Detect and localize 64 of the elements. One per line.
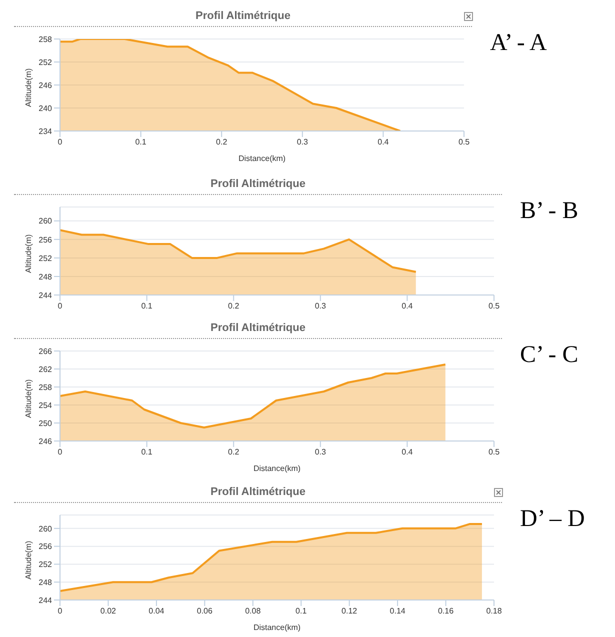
y-tick-label: 262 — [38, 364, 53, 374]
y-tick-label: 244 — [38, 290, 53, 300]
text: B’ - B — [520, 198, 578, 225]
x-tick-label: 0.12 — [342, 606, 358, 616]
x-tick-label: 0.14 — [390, 606, 406, 616]
x-tick-label: 0.5 — [458, 138, 470, 147]
y-tick-label: 244 — [38, 596, 53, 605]
x-tick-label: 0.1 — [141, 302, 153, 311]
x-tick-label: 0.2 — [228, 302, 240, 311]
y-tick-label: 250 — [38, 418, 53, 428]
x-tick-label: 0.3 — [296, 138, 309, 147]
x-tick-label: 0.3 — [314, 302, 327, 311]
text: C’ - C — [520, 342, 578, 369]
y-tick-label: 258 — [38, 34, 53, 44]
x-tick-label: 0.06 — [196, 606, 213, 616]
chart-title: Profil Altimétrique — [210, 177, 306, 192]
x-tick-label: 0.1 — [141, 448, 153, 457]
y-tick-label: 252 — [38, 58, 53, 67]
x-tick-label: 0.2 — [216, 138, 228, 147]
x-tick-label: 0 — [58, 302, 63, 311]
y-axis-title: Altitude(m) — [24, 234, 33, 273]
y-tick-label: 260 — [38, 216, 53, 226]
x-tick-label: 0.02 — [100, 606, 117, 616]
x-axis-title: Distance(km) — [238, 154, 286, 163]
x-tick-label: 0.4 — [378, 138, 390, 147]
x-tick-label: 0.4 — [402, 302, 414, 311]
text: A’ - A — [490, 30, 547, 57]
x-tick-label: 0.5 — [488, 448, 500, 457]
chart-title: Profil Altimétrique — [210, 485, 306, 500]
x-axis-title: Distance(km) — [253, 623, 301, 632]
y-tick-label: 252 — [38, 254, 53, 263]
text: D’ – D — [520, 506, 585, 533]
y-tick-label: 258 — [38, 382, 53, 392]
y-axis-title: Altitude(m) — [24, 540, 33, 580]
y-tick-label: 240 — [38, 104, 53, 113]
x-tick-label: 0.1 — [296, 606, 308, 616]
x-axis-title: Distance(km) — [253, 464, 301, 473]
y-tick-label: 248 — [38, 578, 53, 587]
y-tick-label: 246 — [38, 436, 53, 446]
x-tick-label: 0.2 — [228, 448, 240, 457]
y-tick-label: 254 — [38, 400, 53, 410]
x-tick-label: 0 — [58, 606, 63, 616]
chart-title: Profil Altimétrique — [194, 9, 292, 24]
y-tick-label: 252 — [38, 560, 53, 570]
y-tick-label: 256 — [38, 542, 53, 552]
y-axis-title: Altitude(m) — [24, 68, 33, 107]
y-tick-label: 246 — [38, 80, 53, 90]
x-tick-label: 0.5 — [488, 302, 500, 311]
chart-title: Profil Altimétrique — [210, 321, 306, 336]
y-tick-label: 266 — [38, 346, 53, 356]
y-tick-label: 248 — [38, 272, 53, 282]
x-tick-label: 0 — [58, 448, 63, 457]
y-tick-label: 234 — [38, 126, 53, 136]
x-tick-label: 0.3 — [314, 448, 327, 457]
x-tick-label: 0.16 — [438, 606, 454, 616]
x-tick-label: 0.4 — [402, 448, 414, 457]
x-tick-label: 0.08 — [245, 606, 262, 616]
x-tick-label: 0.18 — [486, 606, 502, 616]
y-tick-label: 260 — [38, 524, 53, 534]
y-tick-label: 256 — [38, 235, 53, 244]
x-tick-label: 0.04 — [148, 606, 165, 616]
y-axis-title: Altitude(m) — [24, 378, 33, 418]
x-tick-label: 0 — [58, 138, 63, 147]
x-tick-label: 0.1 — [135, 138, 147, 147]
